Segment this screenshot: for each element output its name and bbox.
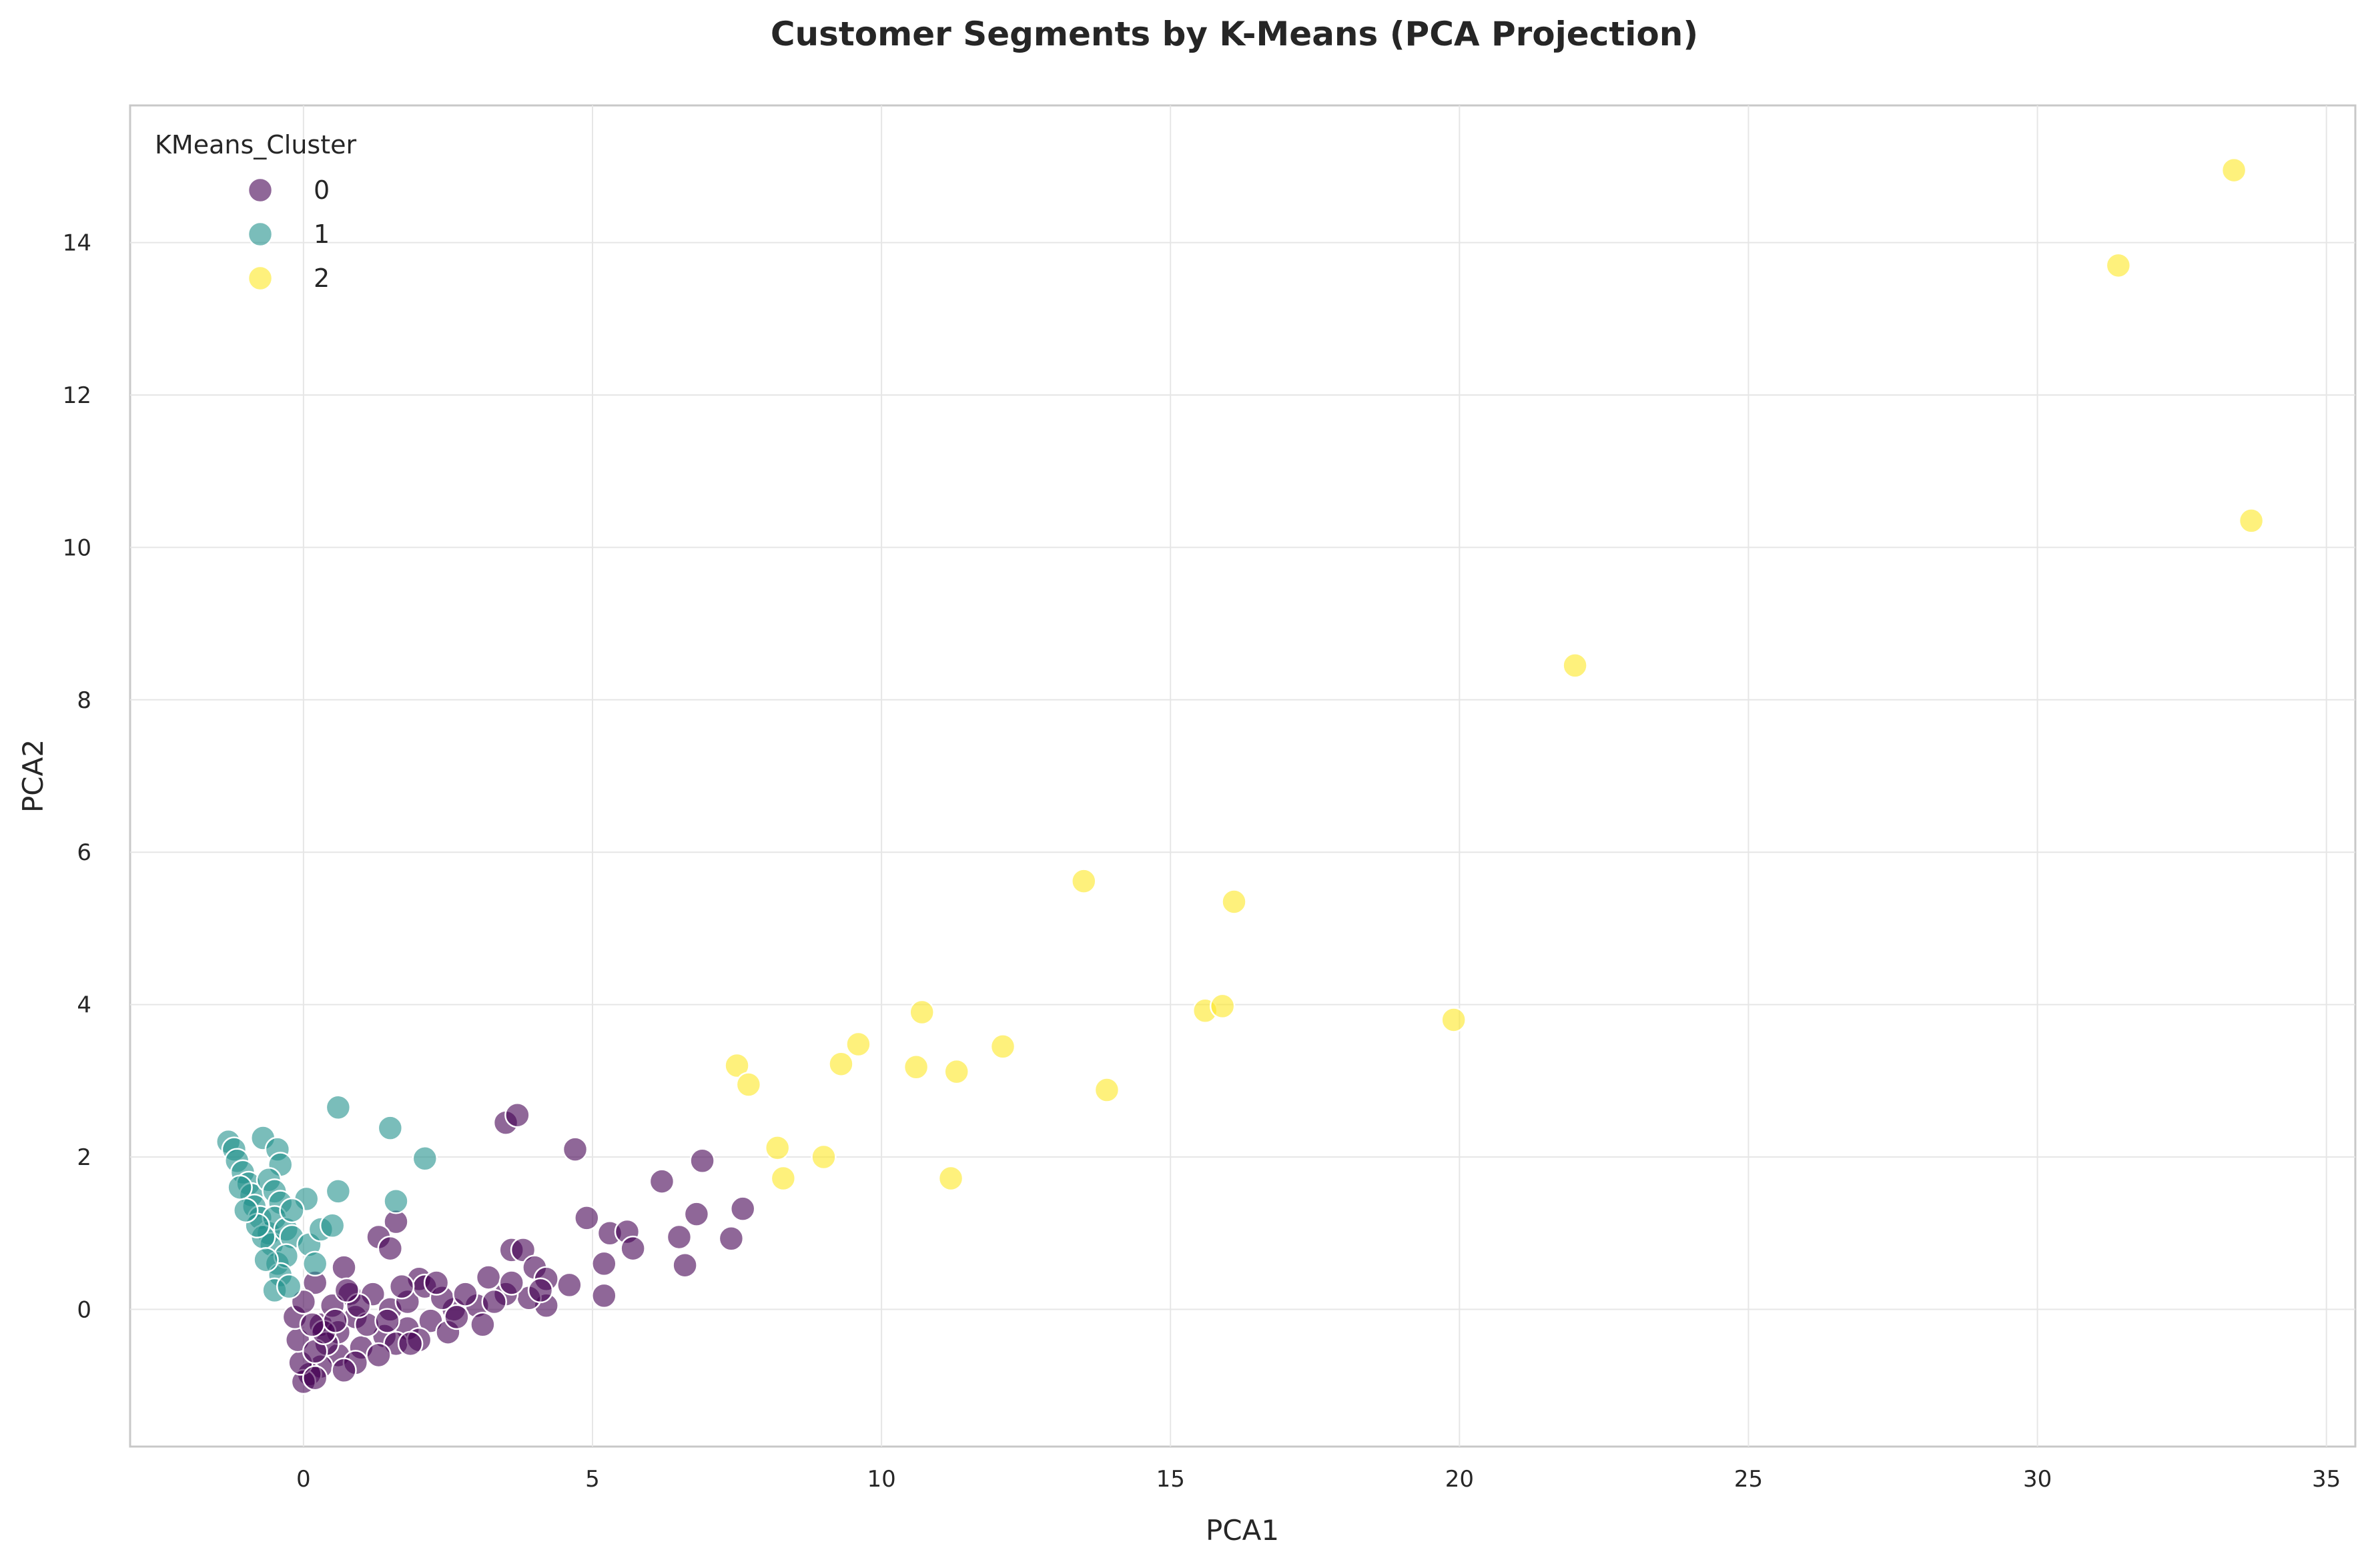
x-tick-label: 35 xyxy=(2312,1466,2341,1493)
data-point-cluster-2 xyxy=(1562,653,1588,679)
data-point-cluster-0 xyxy=(334,1277,360,1304)
data-point-cluster-0 xyxy=(672,1252,698,1278)
data-point-cluster-0 xyxy=(498,1270,524,1296)
data-point-cluster-0 xyxy=(591,1282,617,1309)
y-tick-label: 2 xyxy=(77,1144,91,1171)
y-tick-label: 14 xyxy=(63,230,91,257)
y-tick-label: 6 xyxy=(77,839,91,866)
data-point-cluster-1 xyxy=(279,1197,305,1224)
data-point-cluster-1 xyxy=(232,1197,259,1224)
data-point-cluster-2 xyxy=(903,1054,929,1080)
data-point-cluster-2 xyxy=(2238,508,2265,534)
data-point-cluster-0 xyxy=(481,1288,507,1315)
legend-marker xyxy=(247,177,274,204)
data-point-cluster-2 xyxy=(909,999,935,1026)
data-point-cluster-0 xyxy=(331,1254,357,1280)
legend-label: 1 xyxy=(314,220,330,249)
legend-label: 0 xyxy=(314,175,330,205)
data-point-cluster-2 xyxy=(1094,1077,1120,1103)
data-point-cluster-0 xyxy=(299,1312,326,1338)
data-point-cluster-1 xyxy=(253,1246,279,1273)
data-point-cluster-1 xyxy=(325,1178,352,1204)
y-tick-label: 0 xyxy=(77,1296,91,1323)
data-point-cluster-2 xyxy=(2105,252,2132,279)
data-point-cluster-2 xyxy=(1441,1007,1467,1033)
data-point-cluster-2 xyxy=(724,1052,750,1079)
data-point-cluster-2 xyxy=(1071,868,1097,894)
data-point-cluster-2 xyxy=(770,1165,797,1192)
legend-marker xyxy=(247,221,274,248)
data-point-cluster-0 xyxy=(649,1168,675,1194)
x-tick-label: 25 xyxy=(1734,1466,1763,1493)
data-point-cluster-0 xyxy=(556,1272,582,1298)
data-point-cluster-0 xyxy=(574,1205,600,1231)
data-point-cluster-0 xyxy=(527,1277,554,1304)
data-point-cluster-0 xyxy=(591,1250,617,1277)
data-point-cluster-0 xyxy=(388,1273,415,1300)
data-point-cluster-0 xyxy=(377,1235,404,1262)
y-tick-label: 8 xyxy=(77,687,91,714)
data-point-cluster-0 xyxy=(470,1312,496,1338)
x-tick-label: 10 xyxy=(867,1466,895,1493)
data-point-cluster-2 xyxy=(845,1031,871,1058)
data-point-cluster-0 xyxy=(423,1270,450,1296)
grid-lines xyxy=(130,105,2355,1447)
data-point-cluster-0 xyxy=(729,1196,756,1222)
data-point-cluster-2 xyxy=(811,1144,837,1170)
data-point-cluster-2 xyxy=(943,1058,969,1085)
y-tick-label: 10 xyxy=(63,534,91,561)
tick-labels: 0 5 10 15 20 25 30 35 0 2 4 6 8 10 12 14 xyxy=(63,230,2341,1493)
x-tick-label: 5 xyxy=(585,1466,600,1493)
legend: KMeans_Cluster 0 1 2 xyxy=(155,130,357,293)
data-point-cluster-1 xyxy=(412,1146,438,1172)
data-point-cluster-0 xyxy=(444,1304,470,1330)
data-point-cluster-0 xyxy=(689,1148,715,1174)
data-point-cluster-0 xyxy=(374,1308,400,1334)
data-point-cluster-1 xyxy=(227,1174,253,1200)
data-point-cluster-1 xyxy=(325,1094,352,1121)
y-tick-label: 4 xyxy=(77,992,91,1019)
data-point-cluster-0 xyxy=(683,1201,710,1227)
data-point-cluster-2 xyxy=(828,1051,854,1077)
scatter-points xyxy=(216,157,2265,1395)
legend-items: 0 1 2 xyxy=(247,175,330,293)
x-axis-label: PCA1 xyxy=(1206,1514,1279,1547)
data-point-cluster-2 xyxy=(1209,993,1236,1020)
data-point-cluster-2 xyxy=(735,1072,762,1098)
data-point-cluster-2 xyxy=(2221,157,2247,183)
data-point-cluster-1 xyxy=(383,1188,409,1214)
data-point-cluster-0 xyxy=(302,1364,328,1391)
data-point-cluster-0 xyxy=(397,1330,424,1357)
legend-marker xyxy=(247,265,274,292)
data-point-cluster-1 xyxy=(276,1273,302,1300)
y-tick-label: 12 xyxy=(63,382,91,409)
data-point-cluster-1 xyxy=(302,1250,328,1277)
legend-label: 2 xyxy=(314,264,330,293)
data-point-cluster-0 xyxy=(666,1224,693,1250)
data-point-cluster-0 xyxy=(331,1357,357,1384)
data-point-cluster-0 xyxy=(452,1281,478,1307)
data-point-cluster-0 xyxy=(366,1342,392,1368)
data-point-cluster-2 xyxy=(1221,889,1247,915)
x-tick-label: 15 xyxy=(1156,1466,1185,1493)
y-axis-label: PCA2 xyxy=(17,739,49,813)
data-point-cluster-0 xyxy=(620,1235,646,1262)
data-point-cluster-1 xyxy=(377,1115,404,1141)
data-point-cluster-0 xyxy=(718,1225,745,1252)
data-point-cluster-0 xyxy=(504,1102,530,1128)
x-tick-label: 30 xyxy=(2023,1466,2052,1493)
data-point-cluster-0 xyxy=(322,1308,348,1334)
x-tick-label: 20 xyxy=(1445,1466,1474,1493)
data-point-cluster-2 xyxy=(937,1165,964,1192)
data-point-cluster-0 xyxy=(562,1136,588,1162)
legend-title: KMeans_Cluster xyxy=(155,130,357,159)
x-tick-label: 0 xyxy=(296,1466,311,1493)
data-point-cluster-1 xyxy=(319,1212,346,1239)
plot-area xyxy=(129,104,2357,1448)
chart-title: Customer Segments by K-Means (PCA Projec… xyxy=(771,15,1698,53)
data-point-cluster-2 xyxy=(990,1034,1016,1060)
data-point-cluster-2 xyxy=(764,1135,791,1161)
